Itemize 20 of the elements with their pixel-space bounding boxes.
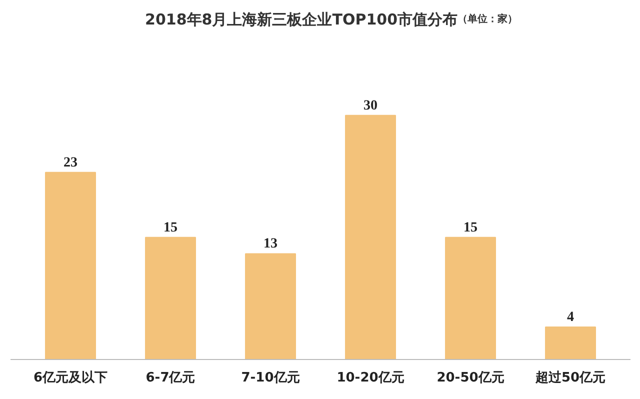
bar [345, 114, 396, 360]
bar [445, 236, 496, 360]
data-label: 15 [464, 220, 478, 236]
x-tick-label: 7-10亿元 [241, 370, 300, 386]
x-tick-label: 6亿元及以下 [33, 370, 108, 386]
x-tick-label: 20-50亿元 [436, 370, 504, 386]
data-label: 23 [64, 155, 78, 170]
data-label: 4 [567, 310, 574, 325]
data-label: 13 [264, 236, 278, 252]
bar [45, 172, 96, 360]
x-tick-label: 6-7亿元 [146, 370, 196, 386]
bar [245, 253, 296, 360]
x-tick-label: 10-20亿元 [336, 370, 404, 386]
x-tick-label: 超过50亿元 [534, 370, 606, 386]
data-label: 30 [364, 98, 378, 114]
bar [145, 236, 196, 360]
chart-subtitle: （单位：家） [458, 13, 518, 26]
bar [545, 326, 596, 360]
data-label: 15 [164, 220, 178, 236]
chart-title: 2018年8月上海新三板企业TOP100市值分布 [145, 10, 458, 29]
